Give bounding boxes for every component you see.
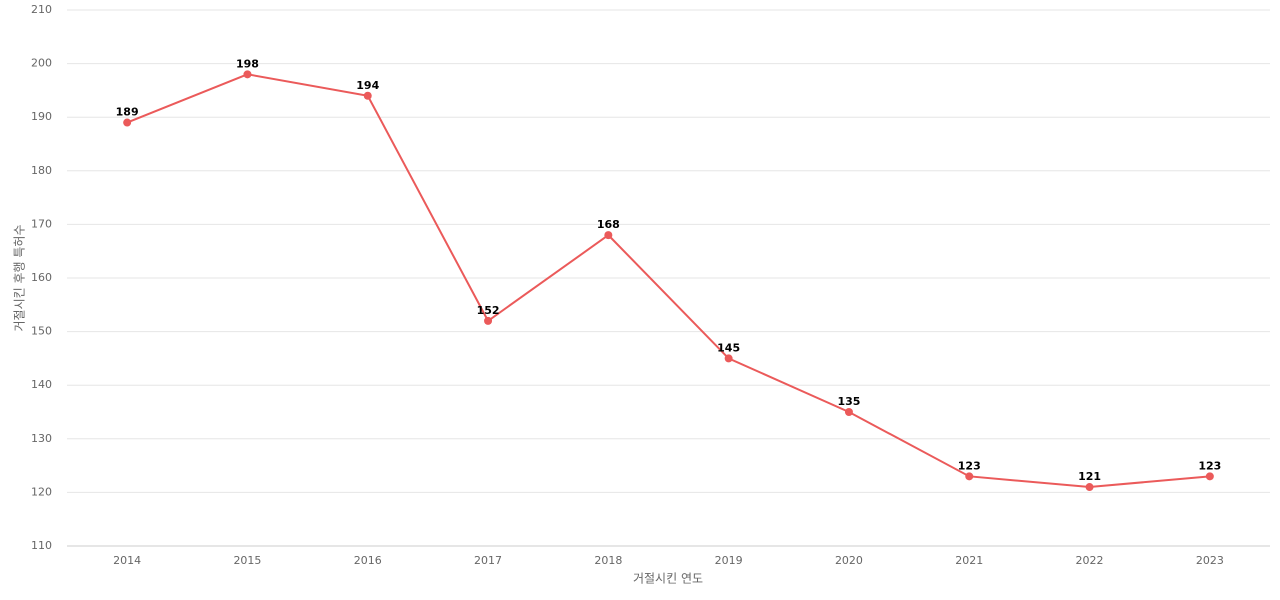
- y-tick-label: 160: [31, 271, 52, 284]
- x-tick-label: 2017: [474, 554, 502, 567]
- data-label: 145: [717, 341, 740, 354]
- data-label: 168: [597, 218, 620, 231]
- y-tick-label: 150: [31, 325, 52, 338]
- y-tick-label: 210: [31, 3, 52, 16]
- data-label: 135: [837, 395, 860, 408]
- y-tick-label: 170: [31, 217, 52, 230]
- y-axis-title: 거절시킨 후행 특허수: [12, 225, 27, 332]
- point: [844, 408, 853, 416]
- data-label: 121: [1078, 470, 1101, 483]
- data-label: 152: [477, 304, 500, 317]
- x-tick-label: 2022: [1076, 554, 1104, 567]
- data-label: 123: [958, 459, 981, 472]
- x-axis-title: 거절시킨 연도: [633, 572, 703, 586]
- y-tick-label: 140: [31, 378, 52, 391]
- point: [123, 118, 132, 127]
- y-tick-label: 200: [31, 57, 52, 70]
- y-tick-label: 110: [31, 539, 52, 552]
- x-tick-label: 2021: [955, 554, 983, 567]
- point: [965, 472, 974, 481]
- point: [363, 91, 372, 100]
- point: [484, 316, 493, 325]
- y-tick-label: 120: [31, 485, 52, 498]
- y-tick-label: 130: [31, 432, 52, 445]
- x-tick-label: 2023: [1196, 554, 1224, 567]
- point: [243, 70, 252, 79]
- data-label: 198: [236, 57, 259, 70]
- point: [604, 231, 613, 240]
- x-tick-label: 2018: [594, 554, 622, 567]
- y-tick-label: 190: [31, 110, 52, 123]
- x-tick-label: 2016: [354, 554, 382, 567]
- point: [1085, 483, 1094, 492]
- data-label: 194: [356, 79, 379, 92]
- x-tick-label: 2020: [835, 554, 863, 567]
- y-tick-label: 180: [31, 164, 52, 177]
- line: [126, 73, 1210, 489]
- point: [1205, 472, 1214, 481]
- x-tick-label: 2014: [113, 554, 141, 567]
- data-label: 123: [1198, 459, 1221, 472]
- x-tick-label: 2015: [233, 554, 261, 567]
- point: [724, 354, 733, 363]
- data-label: 189: [116, 106, 139, 119]
- x-tick-label: 2019: [715, 554, 743, 567]
